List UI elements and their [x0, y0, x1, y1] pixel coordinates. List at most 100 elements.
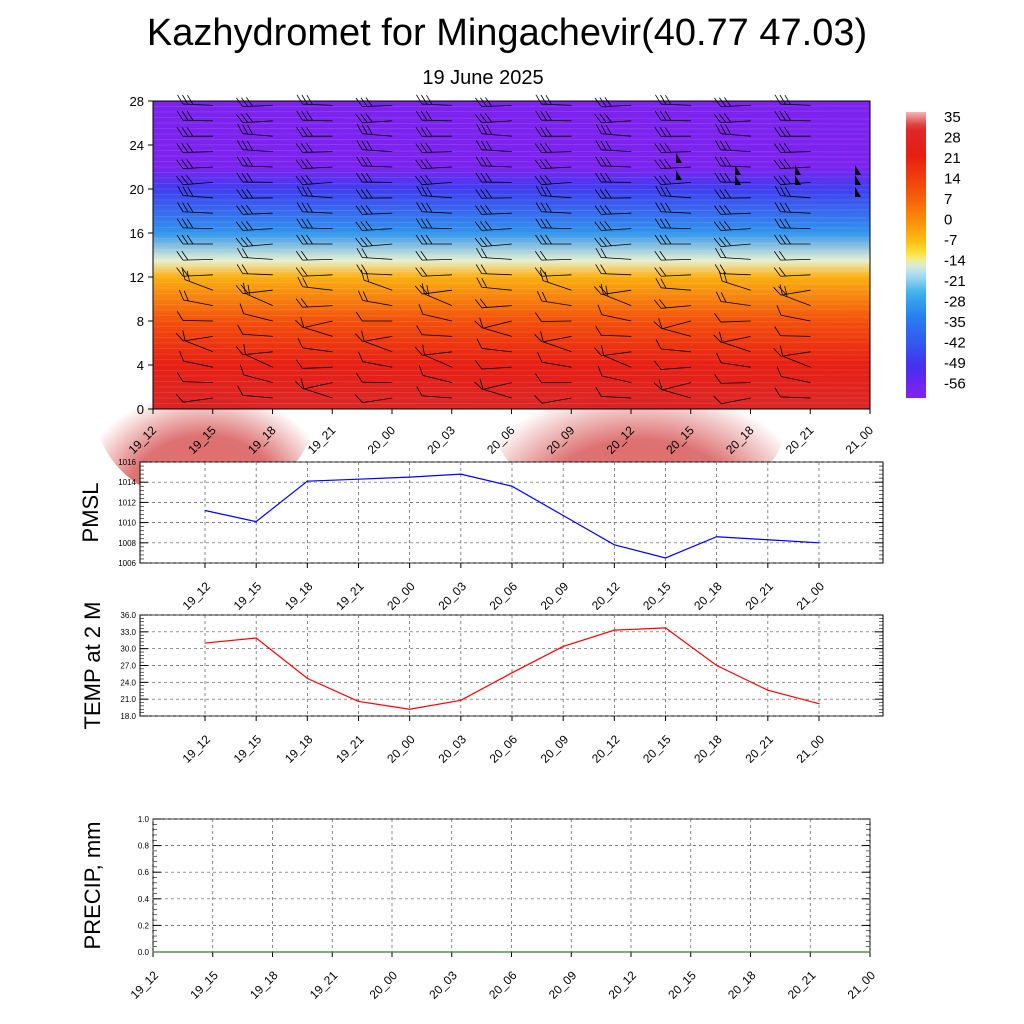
wind-barb	[655, 202, 692, 214]
wind-barb	[540, 331, 572, 353]
colorbar-label: -7	[944, 232, 957, 249]
x-tick-label: 20_00	[365, 423, 399, 457]
wind-barb	[774, 94, 811, 106]
data-point	[869, 951, 871, 953]
colorbar-label: -35	[944, 314, 966, 331]
wind-barb	[774, 218, 811, 229]
wind-barb	[177, 202, 214, 214]
wind-barb	[658, 318, 692, 337]
wind-barb	[361, 330, 393, 353]
x-tick-label: 20_15	[665, 968, 699, 1002]
wind-barb	[597, 304, 632, 322]
wind-barb	[296, 110, 333, 122]
colorbar-label: 28	[944, 130, 961, 147]
wind-barb	[658, 379, 692, 399]
colorbar-label: -49	[944, 355, 966, 372]
wind-barb	[415, 110, 453, 122]
y-tick-label: 1008	[118, 539, 136, 548]
wind-barb	[475, 156, 512, 168]
y-tick-label: 0.6	[138, 868, 150, 877]
wind-barb	[654, 234, 691, 245]
wind-pennant	[795, 175, 801, 185]
wind-barb	[535, 312, 572, 322]
isotherm-line	[152, 249, 871, 252]
colorbar-label: -56	[944, 376, 966, 393]
x-tick-label: 19_18	[282, 579, 316, 613]
wind-barb	[297, 276, 333, 291]
wind-barb	[415, 127, 453, 137]
wind-barb	[654, 110, 692, 122]
data-point	[357, 478, 360, 480]
x-tick-label: 20_00	[367, 968, 401, 1002]
wind-barb	[774, 326, 811, 337]
isotherm-line	[152, 275, 871, 278]
isotherm-line	[152, 204, 871, 206]
wind-barb	[297, 338, 333, 353]
wind-barb	[534, 334, 572, 343]
x-tick-label: 20_18	[725, 968, 759, 1002]
wind-barb	[715, 124, 751, 137]
y-tick-label: 1010	[118, 519, 136, 528]
isotherm-line	[152, 386, 871, 389]
data-point	[204, 642, 206, 644]
wind-barb	[594, 204, 632, 215]
x-tick-label: 20_09	[538, 732, 572, 766]
wind-barb	[295, 250, 333, 261]
wind-barb	[355, 113, 393, 124]
wind-barb	[654, 360, 692, 370]
wind-barb	[355, 221, 393, 231]
wind-barb	[714, 188, 751, 199]
x-tick-label: 21_00	[794, 732, 828, 766]
wind-barb	[243, 282, 273, 306]
y-tick-label: 16	[130, 226, 144, 241]
data-point	[749, 951, 752, 953]
y-tick-label: 24.0	[120, 678, 136, 687]
wind-barb	[295, 159, 333, 169]
data-point	[306, 480, 308, 482]
wind-barb	[595, 140, 632, 152]
wind-pennant	[735, 175, 741, 185]
data-point	[690, 951, 692, 953]
data-point	[255, 637, 257, 639]
x-tick-label: 20_12	[589, 579, 623, 613]
isotherm-line	[152, 117, 871, 120]
data-point	[391, 951, 393, 953]
wind-barb	[595, 172, 632, 183]
wind-barb	[654, 250, 692, 261]
y-tick-label: 1006	[118, 559, 136, 568]
y-tick-label: 1016	[118, 458, 136, 467]
isotherm-line	[152, 303, 871, 305]
data-point	[204, 509, 206, 512]
colorbar-label: 21	[944, 150, 961, 167]
data-point	[357, 700, 360, 703]
isotherm-line	[152, 183, 871, 186]
wind-barb	[354, 333, 393, 342]
wind-pennant	[676, 170, 682, 180]
wind-barb	[535, 110, 572, 122]
wind-barb	[476, 247, 512, 260]
wind-barb	[595, 124, 632, 137]
wind-pennant	[795, 165, 801, 175]
wind-barb	[237, 324, 273, 337]
colorbar-label: 0	[944, 212, 952, 229]
wind-barb	[594, 237, 632, 248]
wind-barb	[474, 237, 512, 248]
wind-barb	[300, 317, 333, 337]
isotherm-line	[152, 105, 871, 107]
data-point	[562, 514, 564, 517]
data-point	[255, 520, 257, 523]
wind-barb	[713, 221, 751, 231]
pmsl-panel: 1006 1008 1010 1012 1014 1016 19_12 19_15 19_18 1…	[78, 458, 884, 613]
wind-barb	[714, 374, 751, 384]
wind-barb	[713, 237, 751, 248]
data-point	[767, 689, 769, 691]
wind-barb	[176, 372, 214, 383]
y-tick-label: 18.0	[120, 712, 136, 721]
x-tick-label: 19_12	[180, 732, 214, 766]
wind-barb	[235, 284, 273, 294]
wind-barb	[714, 313, 751, 323]
wind-barb	[177, 185, 214, 199]
x-tick-label: 20_06	[487, 579, 521, 613]
wind-barb	[176, 250, 214, 261]
